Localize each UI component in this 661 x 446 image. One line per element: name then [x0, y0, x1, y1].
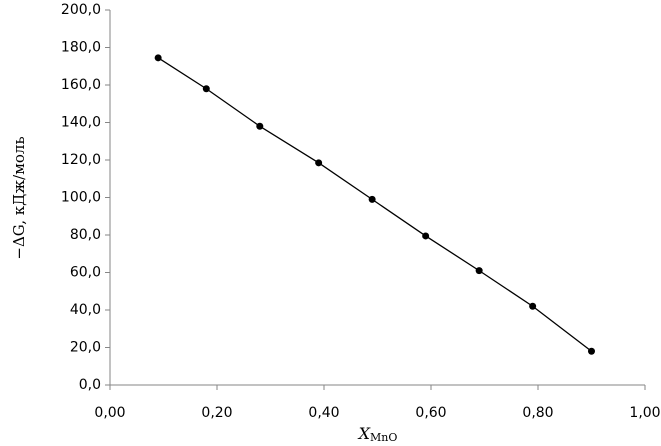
y-tick-label: 40,0	[70, 302, 101, 318]
x-tick-label: 0,00	[94, 405, 125, 421]
x-tick-label: 0,40	[308, 405, 339, 421]
x-axis-label-main: X	[357, 424, 371, 443]
y-tick-label: 80,0	[70, 227, 101, 243]
y-tick-label: 0,0	[79, 377, 101, 393]
x-tick-label: 1,00	[629, 405, 660, 421]
x-axis-label-sub: MnO	[370, 431, 397, 444]
data-point	[154, 54, 162, 62]
y-tick-label: 100,0	[61, 190, 101, 206]
y-tick-label: 140,0	[61, 115, 101, 131]
data-point	[422, 232, 430, 240]
data-point	[256, 122, 264, 130]
data-point	[475, 267, 483, 275]
data-point	[588, 347, 595, 355]
y-tick-label: 20,0	[70, 340, 101, 356]
y-axis-label: −ΔG, кДж/моль	[10, 136, 28, 259]
data-point	[202, 85, 210, 93]
x-axis-label: XMnO	[357, 424, 398, 445]
data-point	[315, 159, 323, 167]
x-tick-label: 0,60	[415, 405, 446, 421]
data-point	[529, 302, 537, 310]
y-tick-label: 200,0	[61, 2, 101, 18]
x-tick-label: 0,80	[522, 405, 553, 421]
y-tick-label: 180,0	[61, 40, 101, 56]
y-tick-label: 120,0	[61, 152, 101, 168]
x-tick-label: 0,20	[201, 405, 232, 421]
data-line	[157, 57, 592, 352]
data-point	[368, 195, 376, 203]
y-tick-label: 60,0	[70, 265, 101, 281]
y-tick-label: 160,0	[61, 77, 101, 93]
